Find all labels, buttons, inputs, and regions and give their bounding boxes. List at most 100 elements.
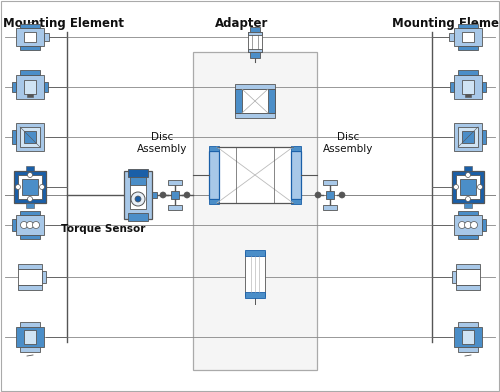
Circle shape	[454, 185, 458, 189]
Bar	[458, 322, 478, 327]
Bar	[454, 28, 482, 46]
Text: Torque Sensor: Torque Sensor	[61, 224, 145, 234]
Bar	[209, 151, 219, 199]
Bar	[235, 84, 275, 89]
Bar	[454, 75, 482, 99]
Bar	[44, 82, 48, 92]
Bar	[456, 175, 480, 199]
Bar	[209, 146, 219, 151]
Bar	[465, 94, 471, 97]
Bar	[323, 180, 337, 185]
Bar	[14, 171, 46, 203]
Bar	[268, 89, 275, 113]
Circle shape	[28, 172, 32, 178]
Circle shape	[458, 221, 466, 229]
Circle shape	[28, 196, 32, 201]
Bar	[245, 292, 265, 298]
Bar	[18, 175, 42, 199]
Circle shape	[466, 196, 470, 201]
Bar	[12, 219, 16, 231]
Bar	[449, 33, 454, 41]
Bar	[24, 330, 36, 344]
Bar	[24, 131, 36, 143]
Circle shape	[32, 221, 40, 229]
Bar	[460, 179, 476, 195]
Bar	[462, 32, 474, 42]
Bar	[245, 250, 265, 256]
Bar	[18, 269, 42, 285]
Bar	[458, 235, 478, 239]
Bar	[12, 130, 16, 144]
Bar	[171, 191, 179, 199]
Bar	[128, 213, 148, 221]
Bar	[464, 166, 472, 171]
Bar	[12, 82, 16, 92]
Bar	[18, 264, 42, 269]
Bar	[20, 322, 40, 327]
Bar	[452, 271, 456, 283]
Bar	[168, 180, 182, 185]
Bar	[130, 181, 146, 209]
Bar	[291, 151, 301, 199]
Bar	[16, 28, 44, 46]
Circle shape	[478, 185, 482, 189]
Bar	[248, 49, 262, 52]
Bar	[452, 171, 484, 203]
Bar	[168, 205, 182, 210]
Bar	[24, 80, 36, 94]
Circle shape	[466, 172, 470, 178]
Bar	[20, 46, 40, 50]
Bar	[326, 191, 334, 199]
Bar	[456, 269, 480, 285]
Bar	[16, 215, 44, 235]
Circle shape	[135, 196, 141, 202]
Bar	[458, 24, 478, 28]
Bar	[458, 127, 478, 147]
Circle shape	[26, 221, 34, 229]
Text: Disc
Assembly: Disc Assembly	[323, 132, 373, 154]
Bar	[18, 285, 42, 290]
Bar	[152, 192, 157, 198]
Bar	[482, 82, 486, 92]
Bar	[250, 27, 260, 32]
Bar	[20, 24, 40, 28]
Bar	[245, 252, 265, 296]
Bar	[450, 82, 454, 92]
Bar	[458, 211, 478, 215]
Circle shape	[470, 221, 478, 229]
Bar	[27, 94, 33, 97]
Bar	[462, 330, 474, 344]
Bar	[291, 146, 301, 151]
Bar	[20, 347, 40, 352]
Bar	[250, 52, 260, 58]
Circle shape	[464, 221, 471, 229]
Bar	[124, 171, 152, 219]
Text: Adapter: Adapter	[215, 17, 268, 30]
Bar	[248, 32, 262, 35]
Circle shape	[160, 192, 166, 198]
Bar	[235, 89, 242, 113]
Bar	[217, 147, 293, 203]
Bar	[462, 80, 474, 94]
Bar	[291, 199, 301, 204]
Bar	[20, 235, 40, 239]
Circle shape	[339, 192, 345, 198]
Bar	[130, 177, 146, 185]
Bar	[20, 70, 40, 75]
Bar	[24, 32, 36, 42]
Bar	[26, 203, 34, 208]
Circle shape	[16, 185, 20, 189]
Bar	[464, 203, 472, 208]
Bar	[456, 264, 480, 269]
Bar	[235, 89, 275, 113]
Text: Mounting Element: Mounting Element	[3, 17, 124, 30]
Text: Mounting Element: Mounting Element	[392, 17, 500, 30]
Bar	[454, 215, 482, 235]
Bar	[458, 347, 478, 352]
Bar	[128, 169, 148, 177]
Bar	[458, 70, 478, 75]
Bar	[462, 131, 474, 143]
Bar	[482, 219, 486, 231]
Bar	[26, 166, 34, 171]
Bar	[456, 285, 480, 290]
